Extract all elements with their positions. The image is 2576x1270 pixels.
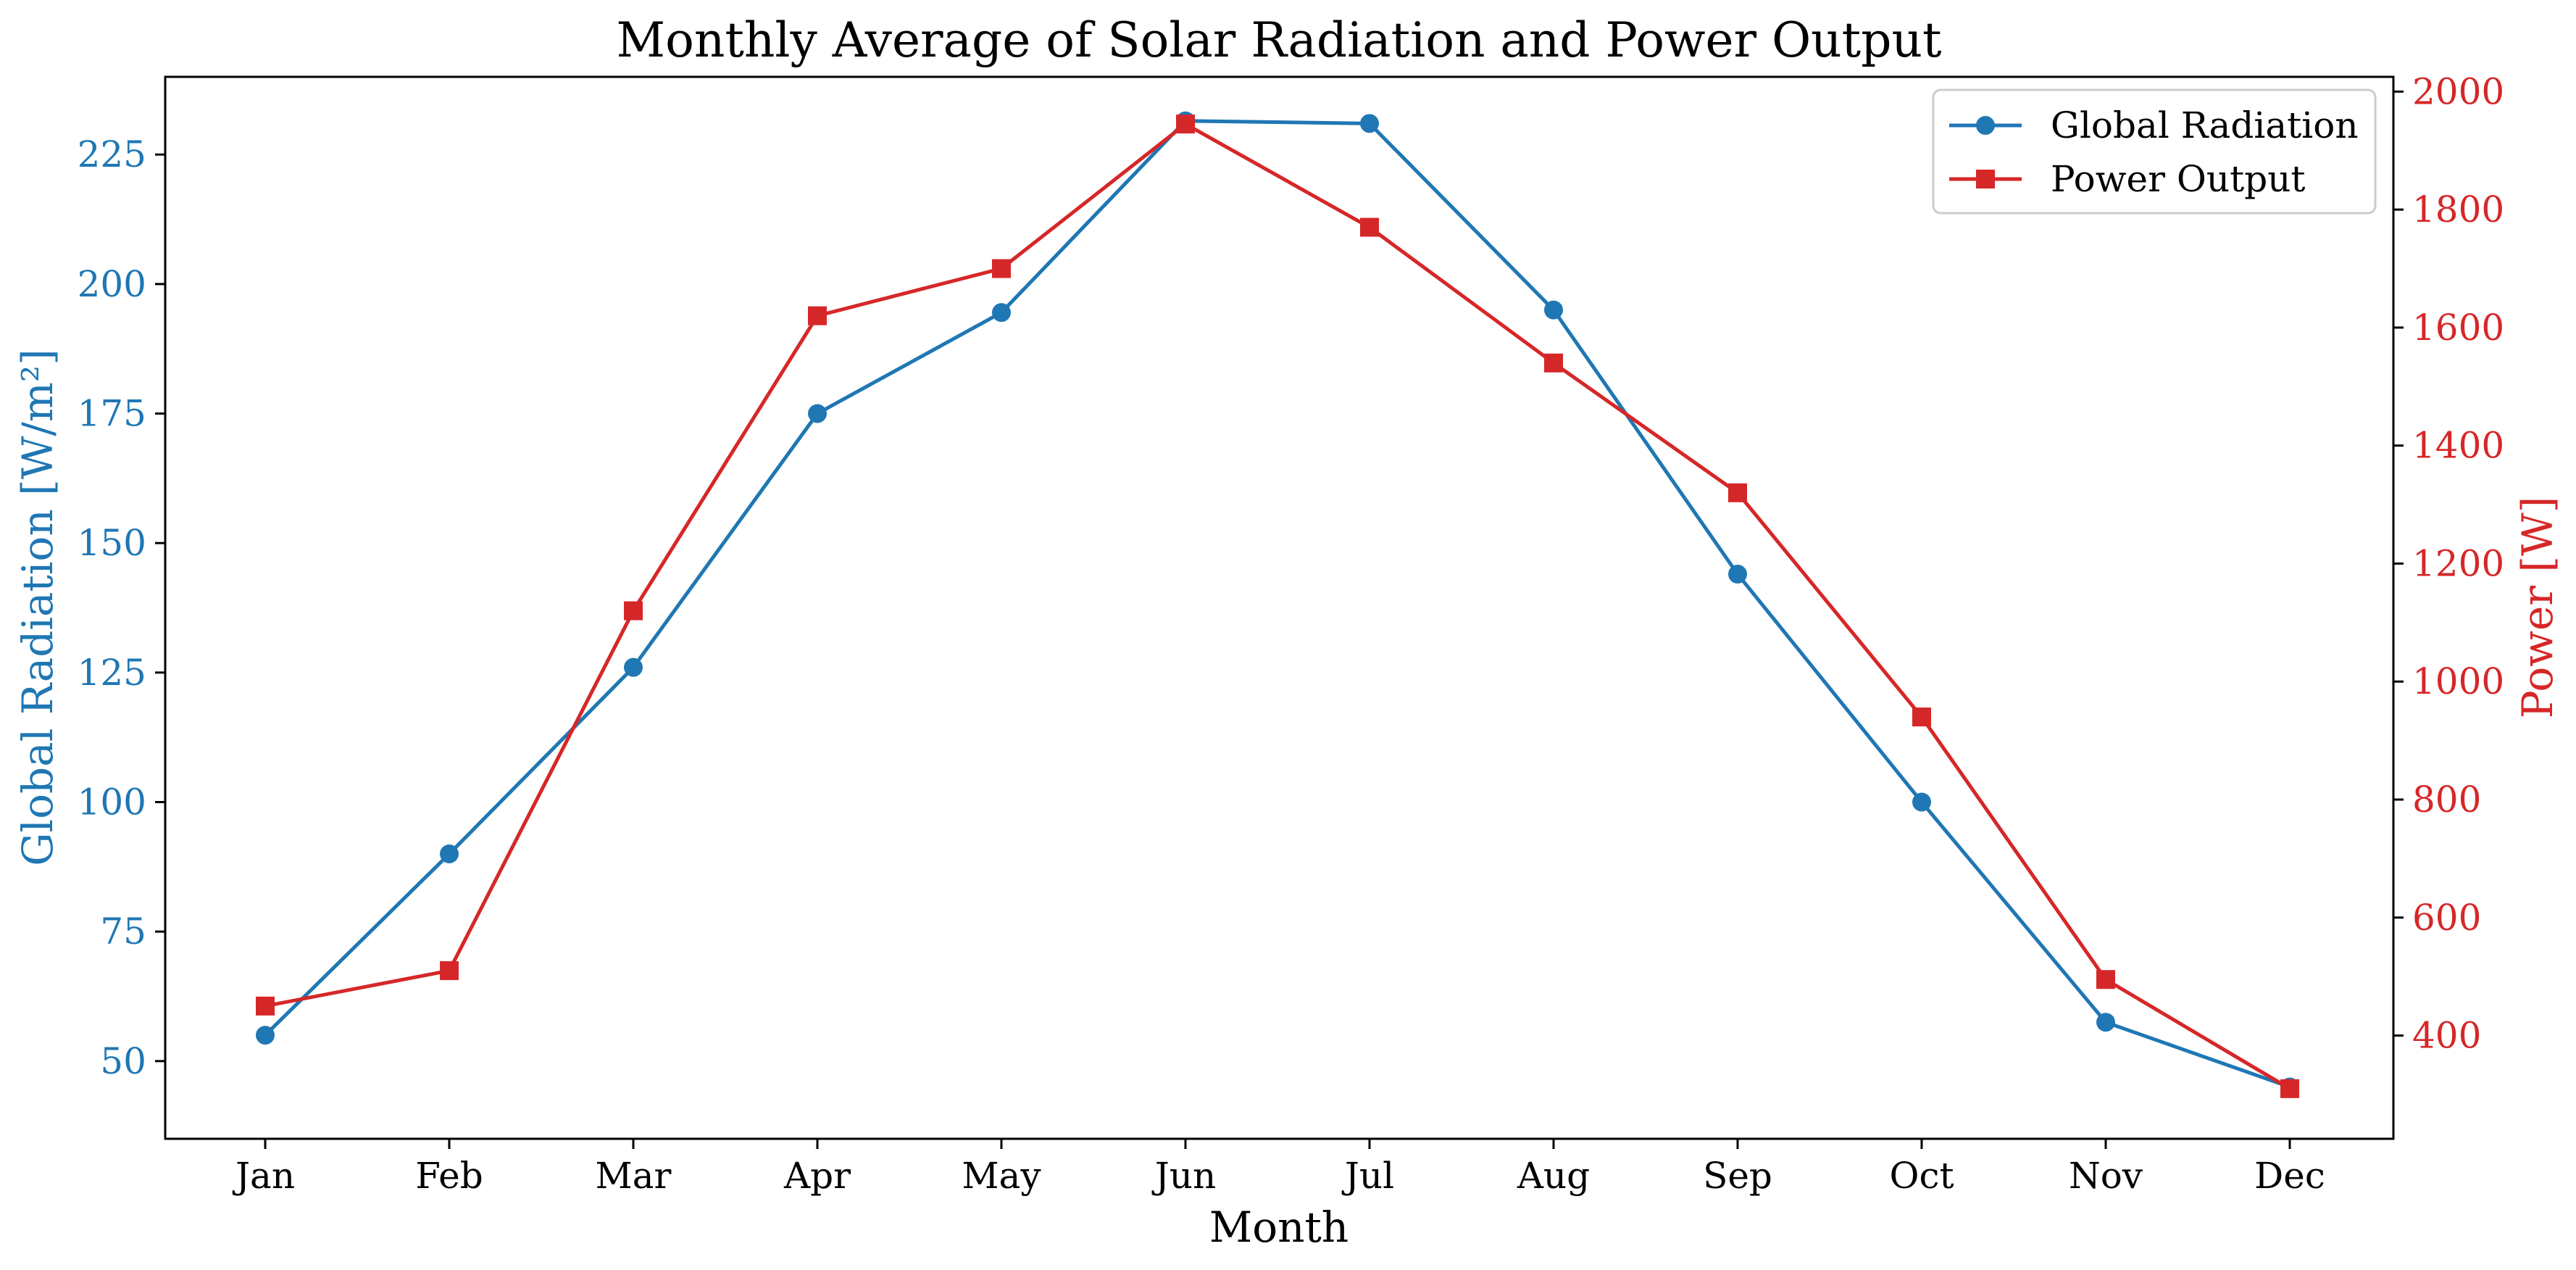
legend-label-global-radiation: Global Radiation xyxy=(2051,104,2359,146)
y-right-tick-label: 400 xyxy=(2412,1015,2481,1057)
legend-box xyxy=(1932,88,2377,215)
power-output-point xyxy=(808,306,827,325)
x-tick-label: Jun xyxy=(1151,1155,1216,1197)
x-tick-label: Sep xyxy=(1703,1155,1772,1197)
x-tick-label: Nov xyxy=(2069,1155,2143,1197)
x-axis-label: Month xyxy=(1209,1203,1349,1252)
x-tick-label: Apr xyxy=(783,1155,851,1197)
y-left-tick-label: 50 xyxy=(100,1040,146,1082)
x-axis: Jan Feb Mar Apr May Jun Jul Aug Sep Oct Nov Dec xyxy=(232,1139,2325,1197)
y-left-tick-label: 100 xyxy=(78,781,146,823)
x-tick-label: Mar xyxy=(596,1155,672,1197)
global-radiation-point xyxy=(1544,300,1563,320)
y-left-tick-label: 225 xyxy=(78,133,146,175)
y-right-tick-label: 1800 xyxy=(2412,188,2504,231)
global-radiation-point xyxy=(2096,1013,2115,1032)
power-output-point xyxy=(1912,707,1931,727)
legend-label-power-output: Power Output xyxy=(2051,158,2306,200)
x-tick-label: Jan xyxy=(232,1155,295,1197)
legend-marker-power-output xyxy=(1976,170,1995,188)
global-radiation-point xyxy=(1360,114,1379,133)
power-output-point xyxy=(1176,115,1195,134)
y-left-axis-label: Global Radiation [W/m²] xyxy=(13,349,62,866)
series-layer xyxy=(256,111,2299,1098)
y-right-tick-label: 1600 xyxy=(2412,307,2504,349)
x-tick-label: Feb xyxy=(415,1155,483,1197)
y-left-tick-label: 150 xyxy=(78,522,146,564)
y-right-tick-label: 1000 xyxy=(2412,660,2504,702)
legend-marker-global-radiation xyxy=(1976,116,1995,135)
global-radiation-point xyxy=(1912,792,1931,812)
power-output-line xyxy=(264,122,2291,1090)
global-radiation-line xyxy=(264,119,2291,1089)
y-right-axis-label: Power [W] xyxy=(2513,497,2562,719)
x-tick-label: Dec xyxy=(2254,1155,2325,1197)
y-left-axis: 50 75 100 125 150 175 200 225 xyxy=(78,133,165,1082)
power-output-point xyxy=(2280,1079,2299,1098)
power-output-point xyxy=(624,601,643,621)
power-output-point xyxy=(2096,970,2115,989)
y-right-tick-label: 2000 xyxy=(2412,70,2504,112)
chart-title: Monthly Average of Solar Radiation and P… xyxy=(617,12,1942,68)
plot-frame xyxy=(164,75,2395,1140)
power-output-point xyxy=(992,259,1011,278)
y-right-tick-label: 1400 xyxy=(2412,425,2504,467)
global-radiation-point xyxy=(440,844,459,863)
global-radiation-point xyxy=(808,404,827,423)
power-output-point xyxy=(1728,483,1747,502)
power-output-point xyxy=(1544,353,1563,373)
y-right-tick-label: 1200 xyxy=(2412,542,2504,584)
power-output-point xyxy=(440,961,459,981)
x-tick-label: Oct xyxy=(1889,1155,1954,1197)
x-tick-label: Jul xyxy=(1341,1155,1394,1197)
global-radiation-point xyxy=(256,1026,275,1045)
y-left-tick-label: 175 xyxy=(78,393,146,435)
x-tick-label: Aug xyxy=(1517,1155,1590,1197)
global-radiation-point xyxy=(992,303,1011,323)
x-tick-label: May xyxy=(962,1155,1041,1197)
power-output-point xyxy=(1360,217,1379,237)
y-left-tick-label: 75 xyxy=(100,910,146,952)
y-right-axis: 400 600 800 1000 1200 1400 1600 1800 2000 xyxy=(2393,70,2504,1057)
legend: Global Radiation Power Output xyxy=(1932,88,2377,215)
y-left-tick-label: 200 xyxy=(78,263,146,305)
y-left-tick-label: 125 xyxy=(78,652,146,694)
y-right-tick-label: 800 xyxy=(2412,779,2481,821)
global-radiation-point xyxy=(624,657,643,677)
power-output-point xyxy=(256,996,275,1016)
global-radiation-point xyxy=(1728,565,1747,584)
y-right-tick-label: 600 xyxy=(2412,897,2481,939)
